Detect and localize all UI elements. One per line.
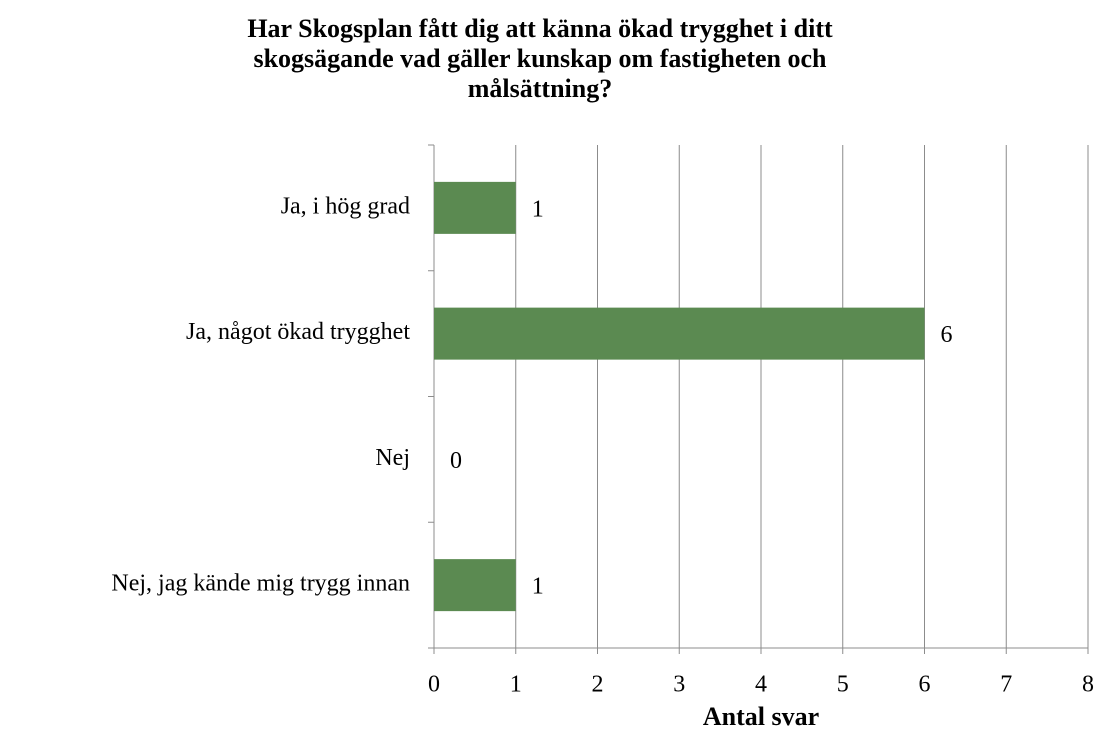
x-tick-label: 1: [510, 672, 522, 698]
x-tick-label: 5: [837, 672, 849, 698]
chart-title: Har Skogsplan fått dig att känna ökad tr…: [247, 14, 833, 103]
y-tick-label: Ja, något ökad trygghet: [186, 319, 410, 345]
data-label: 0: [450, 448, 462, 474]
x-axis-title: Antal svar: [703, 702, 819, 731]
bar: [434, 559, 516, 612]
bar: [434, 181, 516, 234]
data-label: 1: [532, 196, 544, 222]
bar: [434, 307, 925, 360]
x-tick-label: 4: [755, 672, 767, 698]
x-tick-label: 7: [1000, 672, 1012, 698]
x-tick-label: 3: [673, 672, 685, 698]
data-label: 1: [532, 574, 544, 600]
x-tick-label: 0: [428, 672, 440, 698]
x-tick-label: 8: [1082, 672, 1094, 698]
y-tick-label: Ja, i hög grad: [281, 193, 410, 219]
x-tick-label: 2: [592, 672, 604, 698]
x-tick-label: 6: [919, 672, 931, 698]
data-label: 6: [941, 322, 953, 348]
y-tick-label: Nej, jag kände mig trygg innan: [111, 571, 410, 597]
y-tick-label: Nej: [375, 445, 410, 471]
